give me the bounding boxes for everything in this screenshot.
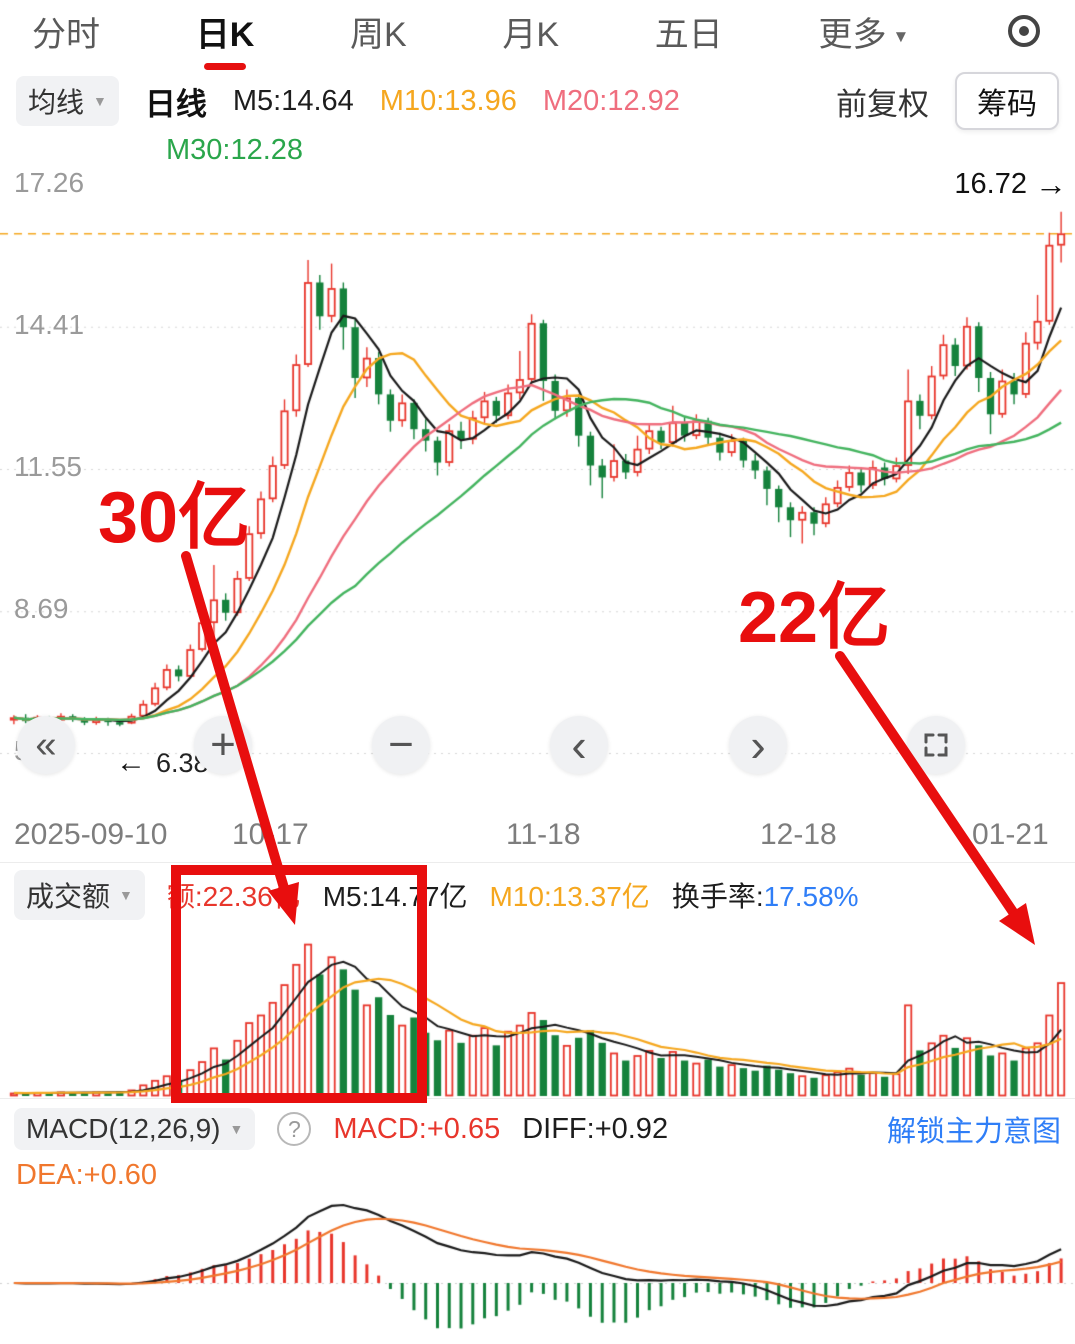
date-label: 10-17	[232, 818, 309, 851]
pan-right-button[interactable]: ›	[729, 716, 787, 774]
chevron-left-icon: ‹	[571, 719, 587, 771]
y-axis-label: 17.26	[14, 167, 85, 198]
high-price-marker: 16.72 →	[954, 166, 1067, 203]
tab-more[interactable]: 更多 ▼	[816, 3, 911, 60]
chevron-right-icon: ›	[750, 719, 766, 771]
date-label: 12-18	[760, 818, 837, 851]
date-axis: 2025-09-10 10-17 11-18 12-18 01-21	[0, 810, 1075, 862]
ma20-value: M20:12.92	[542, 84, 680, 117]
tab-five-day[interactable]: 五日	[654, 15, 723, 54]
period-label: 日线	[144, 86, 207, 122]
tab-monthly-k[interactable]: 月K	[502, 15, 560, 54]
turnover-rate-label: 换手率:	[671, 881, 764, 912]
macd-dropdown-label: MACD(12,26,9)	[26, 1113, 221, 1144]
candlestick-canvas[interactable]	[0, 150, 1075, 810]
main-chart: 17.26 14.41 11.55 8.69 5.84 16.72 → ← 6.…	[0, 150, 1075, 810]
ma10-value: M10:13.96	[379, 84, 517, 117]
turnover-amount-value: 额:22.36亿	[166, 881, 301, 912]
arrow-left-icon: ←	[116, 746, 146, 779]
volume-ma10-value: M10:13.37亿	[489, 881, 650, 912]
help-icon[interactable]: ?	[277, 1112, 312, 1146]
volume-header: 成交额 ▼ 额:22.36亿 M5:14.77亿 M10:13.37亿 换手率:…	[0, 863, 1075, 927]
ma5-value: M5:14.64	[232, 84, 354, 117]
zoom-out-button[interactable]: −	[372, 716, 430, 774]
diff-value: DIFF:+0.92	[522, 1112, 669, 1145]
dea-value: DEA:+0.60	[16, 1158, 158, 1191]
chevron-down-icon: ▼	[892, 26, 910, 46]
y-axis-label: 8.69	[14, 593, 69, 624]
volume-ma5-value: M5:14.77亿	[322, 881, 468, 912]
chevron-down-icon: ▼	[229, 1121, 244, 1137]
ma-dropdown[interactable]: 均线 ▼	[16, 76, 119, 126]
date-label: 2025-09-10	[14, 818, 168, 851]
volume-dropdown-label: 成交额	[26, 881, 111, 912]
adjust-mode-label[interactable]: 前复权	[836, 86, 929, 122]
date-label: 01-21	[972, 818, 1049, 851]
tab-daily-k[interactable]: 日K	[194, 3, 257, 60]
volume-dropdown[interactable]: 成交额 ▼	[14, 870, 145, 920]
macd-header: MACD(12,26,9) ▼ ? MACD:+0.65 DIFF:+0.92 …	[0, 1099, 1075, 1153]
arrow-right-icon: →	[1035, 166, 1067, 202]
pan-left-button[interactable]: ‹	[550, 716, 608, 774]
turnover-rate: 换手率:17.58%	[672, 875, 859, 915]
unlock-main-force-link[interactable]: 解锁主力意图	[886, 1116, 1061, 1148]
y-axis-label: 11.55	[14, 451, 82, 482]
indicator-settings-icon[interactable]	[1003, 10, 1045, 52]
fullscreen-icon	[924, 733, 948, 757]
chevron-down-icon: ▼	[93, 93, 107, 109]
chips-button[interactable]: 筹码	[955, 72, 1059, 130]
minus-icon: −	[388, 720, 414, 769]
chevron-down-icon: ▼	[119, 887, 133, 903]
volume-section: 成交额 ▼ 额:22.36亿 M5:14.77亿 M10:13.37亿 换手率:…	[0, 862, 1075, 1099]
macd-section: MACD(12,26,9) ▼ ? MACD:+0.65 DIFF:+0.92 …	[0, 1098, 1075, 1344]
high-price-value: 16.72	[954, 168, 1027, 200]
plus-icon: +	[210, 720, 236, 769]
turnover-rate-value: 17.58%	[763, 881, 859, 912]
fullscreen-button[interactable]	[907, 716, 965, 774]
macd-value: MACD:+0.65	[333, 1112, 501, 1145]
y-axis-label: 14.41	[14, 309, 85, 340]
ma-header: 均线 ▼ 日线 M5:14.64 M10:13.96 M20:12.92 前复权…	[0, 62, 1075, 166]
volume-canvas[interactable]	[0, 927, 1075, 1099]
tab-more-label: 更多	[818, 15, 887, 54]
macd-canvas[interactable]	[0, 1197, 1075, 1343]
tab-weekly-k[interactable]: 周K	[349, 15, 407, 54]
rewind-icon: «	[35, 724, 57, 766]
date-label: 11-18	[506, 818, 581, 851]
ma-dropdown-label: 均线	[28, 87, 85, 118]
macd-dropdown[interactable]: MACD(12,26,9) ▼	[14, 1108, 256, 1150]
rewind-button[interactable]: «	[17, 716, 75, 774]
tab-bar: 分时 日K 周K 月K 五日 更多 ▼	[0, 0, 1075, 62]
zoom-in-button[interactable]: +	[194, 716, 252, 774]
tab-time-sharing[interactable]: 分时	[32, 15, 100, 54]
